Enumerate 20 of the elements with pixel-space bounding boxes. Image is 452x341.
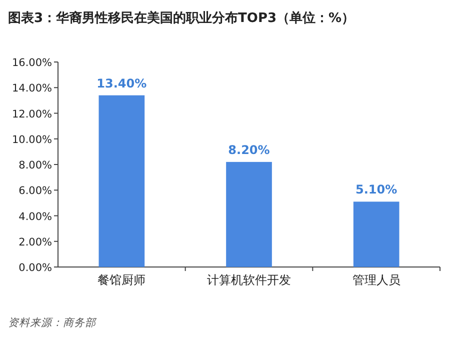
x-tick-label: 计算机软件开发 (207, 273, 291, 287)
data-label: 5.10% (356, 182, 398, 197)
bar (353, 202, 400, 267)
data-label: 8.20% (228, 142, 270, 157)
data-label: 13.40% (96, 76, 147, 90)
x-tick-label: 管理人员 (352, 273, 400, 287)
y-tick-label: 10.00% (12, 134, 52, 146)
chart-title: 图表3：华裔男性移民在美国的职业分布TOP3（单位：%） (8, 10, 355, 26)
text: 资料来源：商务部 (8, 317, 97, 329)
bar (98, 95, 145, 267)
y-tick-label: 6.00% (18, 185, 52, 198)
bar (226, 162, 272, 267)
y-tick-label: 4.00% (18, 210, 52, 223)
y-tick-label: 16.00% (12, 57, 52, 69)
y-tick-label: 8.00% (18, 160, 52, 172)
y-tick-label: 14.00% (12, 82, 52, 95)
y-tick-label: 0.00% (18, 262, 52, 274)
y-tick-label: 2.00% (18, 236, 52, 248)
x-tick-label: 餐馆厨师 (98, 273, 146, 287)
y-tick-label: 12.00% (12, 108, 52, 120)
